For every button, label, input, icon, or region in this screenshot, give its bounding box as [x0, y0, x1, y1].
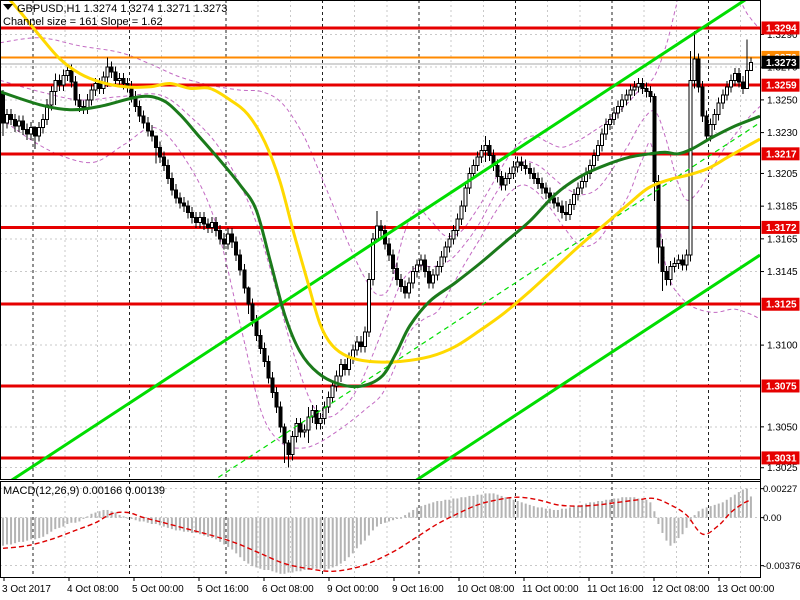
- ma-yellow: [7, 0, 760, 364]
- macd-axis-label: -0.00376: [763, 561, 800, 572]
- time-label: 13 Oct 00:00: [717, 584, 775, 595]
- svg-text:1.3273: 1.3273: [766, 58, 797, 69]
- bollinger-middle: [0, 79, 760, 418]
- axis-tick-label: 1.3100: [767, 341, 798, 352]
- svg-text:1.3259: 1.3259: [766, 81, 797, 92]
- sr-price-label: [761, 78, 800, 92]
- time-label: 5 Oct 00:00: [132, 584, 184, 595]
- time-label: 9 Oct 16:00: [392, 584, 444, 595]
- time-label: 11 Oct 16:00: [587, 584, 644, 595]
- svg-text:1.3172: 1.3172: [766, 223, 797, 234]
- macd-axis[interactable]: 0.00227 0.00 -0.00376: [760, 484, 800, 572]
- axis-tick-label: 1.3230: [767, 128, 798, 139]
- day-separators: [32, 0, 709, 577]
- channel-upper: [10, 0, 748, 479]
- sr-price-label: [761, 379, 800, 393]
- macd-axis-label: 0.00227: [763, 484, 797, 495]
- time-label: 4 Oct 08:00: [67, 584, 119, 595]
- bollinger-upper: [0, 0, 760, 296]
- macd-axis-label: 0.00: [763, 513, 782, 524]
- sr-price-label: [761, 21, 800, 35]
- sr-price-label: [761, 147, 800, 161]
- axis-tick-label: 1.3050: [767, 422, 798, 433]
- svg-text:1.3031: 1.3031: [766, 453, 797, 464]
- time-label: 12 Oct 08:00: [652, 584, 710, 595]
- axis-tick-label: 1.3290: [767, 30, 798, 41]
- panel-borders: [0, 0, 761, 578]
- macd-indicator-label: MACD(12,26,9) 0.00166 0.00139: [3, 485, 165, 497]
- trend-channel: [10, 0, 760, 479]
- symbol-marker-icon[interactable]: [3, 4, 13, 10]
- moving-averages: [0, 0, 760, 389]
- symbol-ohlc-title: GBPUSD,H1 1.3274 1.3274 1.3271 1.3273: [17, 3, 227, 15]
- svg-text:1.3217: 1.3217: [766, 149, 797, 160]
- svg-text:1.3294: 1.3294: [766, 23, 797, 34]
- axis-tick-label: 1.3185: [767, 202, 798, 213]
- svg-text:1.3075: 1.3075: [766, 381, 797, 392]
- macd-signal-line: [2, 496, 752, 573]
- bollinger-lower: [0, 117, 760, 449]
- axis-tick-label: 1.3145: [767, 267, 798, 278]
- channel-annotation: Channel size = 161 Slope = 1.62: [3, 16, 163, 28]
- sr-price-label: [761, 451, 800, 465]
- current-price-label: [761, 55, 800, 69]
- axis-tick-label: 1.3165: [767, 234, 798, 245]
- axis-tick-label: 1.3025: [767, 463, 798, 474]
- channel-middle: [214, 122, 760, 479]
- time-axis[interactable]: 3 Oct 2017 4 Oct 08:00 5 Oct 00:00 5 Oct 16…: [2, 578, 775, 595]
- time-label: 9 Oct 00:00: [327, 584, 379, 595]
- macd-panel: [2, 488, 752, 574]
- time-label: 11 Oct 00:00: [522, 584, 579, 595]
- candles: [1, 31, 753, 468]
- time-label: 10 Oct 08:00: [457, 584, 515, 595]
- price-axis[interactable]: 1.32901.32701.32501.32301.32051.31851.31…: [760, 21, 800, 474]
- channel-lower: [415, 253, 760, 479]
- sr-price-label: [761, 297, 800, 311]
- ma-green: [0, 90, 760, 389]
- axis-tick-label: 1.3250: [767, 95, 798, 106]
- svg-text:1.3125: 1.3125: [766, 300, 797, 311]
- time-label: 3 Oct 2017: [2, 584, 51, 595]
- axis-tick-label: 1.3205: [767, 169, 798, 180]
- time-label: 5 Oct 16:00: [197, 584, 249, 595]
- time-label: 6 Oct 08:00: [262, 584, 314, 595]
- sr-price-label: [761, 220, 800, 234]
